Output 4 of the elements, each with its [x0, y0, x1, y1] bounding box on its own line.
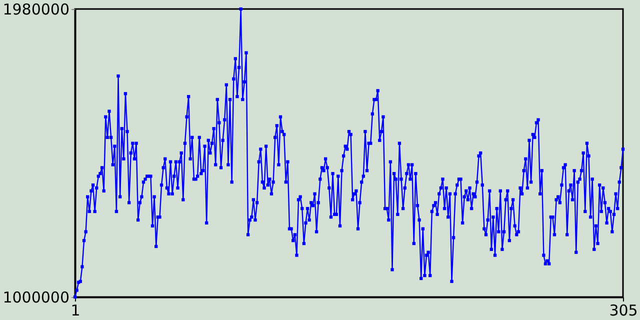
x-tick-label: 1	[70, 302, 80, 320]
y-tick-label: 1980000	[2, 0, 70, 18]
x-tick-label: 305	[609, 302, 638, 320]
y-tick-label: 1000000	[2, 288, 70, 306]
